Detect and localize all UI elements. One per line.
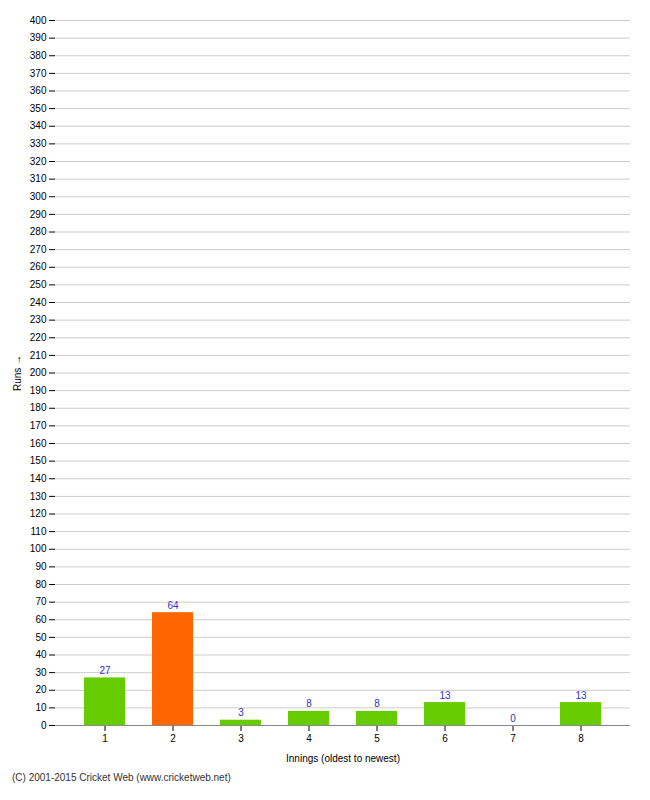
svg-text:250: 250 [30,279,47,290]
svg-text:13: 13 [439,690,451,701]
svg-text:40: 40 [35,649,47,660]
svg-text:8: 8 [578,733,584,744]
svg-text:380: 380 [30,50,47,61]
svg-text:350: 350 [30,103,47,114]
svg-text:3: 3 [238,733,244,744]
svg-text:60: 60 [35,614,47,625]
svg-text:7: 7 [510,733,516,744]
svg-text:230: 230 [30,314,47,325]
svg-text:180: 180 [30,402,47,413]
svg-text:110: 110 [31,526,47,537]
svg-text:90: 90 [35,561,47,572]
svg-text:80: 80 [35,579,47,590]
svg-text:330: 330 [30,138,47,149]
svg-text:4: 4 [306,733,312,744]
svg-text:220: 220 [30,332,47,343]
svg-text:120: 120 [30,508,47,519]
svg-text:0: 0 [41,720,47,731]
svg-text:160: 160 [30,438,47,449]
svg-text:270: 270 [30,244,47,255]
svg-text:70: 70 [35,596,47,607]
svg-text:310: 310 [30,173,47,184]
svg-text:1: 1 [102,733,108,744]
svg-text:10: 10 [35,702,47,713]
svg-text:Runs →: Runs → [12,355,23,391]
svg-text:290: 290 [30,209,47,220]
svg-text:370: 370 [30,68,47,79]
svg-text:27: 27 [99,665,111,676]
svg-text:190: 190 [30,385,47,396]
svg-text:8: 8 [374,698,380,709]
svg-text:130: 130 [30,491,47,502]
svg-text:5: 5 [374,733,380,744]
svg-text:100: 100 [30,543,47,554]
svg-text:20: 20 [35,684,47,695]
svg-text:360: 360 [30,85,47,96]
svg-text:50: 50 [35,632,47,643]
svg-text:260: 260 [30,261,47,272]
svg-text:6: 6 [442,733,448,744]
svg-text:280: 280 [30,226,47,237]
svg-text:170: 170 [30,420,47,431]
svg-text:320: 320 [30,156,47,167]
svg-text:400: 400 [30,15,47,26]
svg-text:0: 0 [510,713,516,724]
svg-text:3: 3 [238,707,244,718]
svg-text:64: 64 [167,600,179,611]
svg-text:340: 340 [30,120,47,131]
svg-text:2: 2 [170,733,176,744]
svg-text:Innings (oldest to newest): Innings (oldest to newest) [286,753,400,764]
html-text:(C) 2001-2015 Cricket Web (www: (C) 2001-2015 Cricket Web (www.cricketwe… [12,772,231,783]
svg-text:240: 240 [30,297,47,308]
svg-text:300: 300 [30,191,47,202]
svg-text:200: 200 [30,367,47,378]
svg-text:390: 390 [30,32,47,43]
svg-text:140: 140 [30,473,47,484]
svg-text:8: 8 [306,698,312,709]
svg-text:150: 150 [30,455,47,466]
svg-text:210: 210 [30,350,47,361]
svg-text:13: 13 [575,690,587,701]
svg-text:30: 30 [35,667,47,678]
